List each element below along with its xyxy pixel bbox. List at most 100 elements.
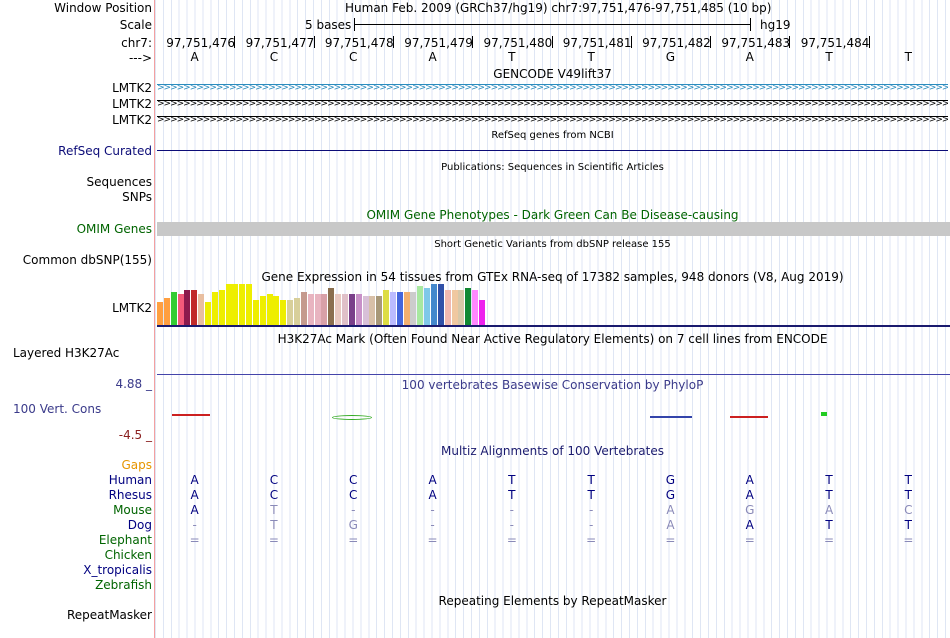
gtex-tissue-bar[interactable] [410, 292, 417, 325]
multiz-base: T [904, 488, 913, 502]
multiz-base: T [825, 488, 833, 502]
multiz-base: - [588, 518, 594, 532]
gtex-tissue-bar[interactable] [211, 292, 218, 325]
multiz-base: A [666, 518, 675, 532]
gtex-tissue-bar[interactable] [239, 284, 246, 325]
gtex-tissue-bar[interactable] [478, 300, 485, 325]
gtex-tissue-bar[interactable] [204, 302, 211, 325]
gtex-tissue-bar[interactable] [314, 294, 321, 325]
label-divider [154, 0, 155, 638]
gtex-tissue-bar[interactable] [170, 292, 177, 325]
multiz-species-label[interactable]: Dog [127, 518, 152, 532]
gtex-tissue-bar[interactable] [417, 286, 424, 325]
multiz-base: = [189, 533, 200, 547]
publications-label-snps[interactable]: SNPs [122, 190, 152, 204]
gtex-tissue-bar[interactable] [431, 284, 437, 325]
dbsnp-label[interactable]: Common dbSNP(155) [22, 253, 152, 267]
gencode-label-3[interactable]: LMTK2 [112, 113, 152, 127]
gtex-tissue-bar[interactable] [355, 294, 362, 325]
publications-label-sequences[interactable]: Sequences [86, 175, 152, 189]
gtex-tissue-bar[interactable] [472, 290, 479, 325]
gtex-tissue-bar[interactable] [218, 290, 225, 325]
multiz-species-label[interactable]: Human [108, 473, 152, 487]
ruler-tick [710, 36, 712, 48]
repeatmasker-label[interactable]: RepeatMasker [66, 608, 152, 622]
multiz-gaps-label[interactable]: Gaps [121, 458, 152, 472]
scale-bar-right-cap [750, 18, 751, 31]
phylop-mark-8 [730, 416, 768, 418]
gtex-tissue-bar[interactable] [321, 294, 328, 325]
gtex-bar-chart[interactable] [157, 284, 557, 325]
gtex-tissue-bar[interactable] [383, 290, 390, 325]
gtex-tissue-bar[interactable] [348, 294, 355, 325]
refseq-track-title: RefSeq genes from NCBI [491, 130, 614, 141]
gtex-tissue-bar[interactable] [396, 292, 403, 325]
gencode-transcript-3[interactable]: >>>>>>>>>>>>>>>>>>>>>>>>>>>>>>>>>>>>>>>>… [157, 116, 948, 124]
gencode-transcript-2[interactable]: >>>>>>>>>>>>>>>>>>>>>>>>>>>>>>>>>>>>>>>>… [157, 100, 948, 108]
gtex-tissue-bar[interactable] [362, 296, 369, 325]
multiz-base: = [744, 533, 755, 547]
ruler-position-label: 97,751,483 [721, 36, 791, 50]
multiz-base: - [351, 503, 356, 517]
gtex-tissue-bar[interactable] [246, 284, 253, 325]
gtex-tissue-bar[interactable] [273, 296, 280, 325]
gtex-tissue-bar[interactable] [266, 294, 273, 325]
gtex-tissue-bar[interactable] [287, 300, 294, 325]
gtex-tissue-bar[interactable] [280, 300, 287, 325]
h3k27ac-label[interactable]: Layered H3K27Ac [13, 346, 120, 360]
gtex-tissue-bar[interactable] [307, 294, 314, 325]
gtex-tissue-bar[interactable] [191, 290, 198, 325]
multiz-species-label[interactable]: Zebrafish [95, 578, 152, 592]
ruler-base: T [825, 50, 833, 64]
gtex-tissue-bar[interactable] [389, 292, 396, 325]
multiz-track-title: Multiz Alignments of 100 Vertebrates [440, 444, 665, 458]
gtex-tissue-bar[interactable] [252, 300, 259, 325]
dbsnp-track-title: Short Genetic Variants from dbSNP releas… [434, 239, 671, 250]
ruler-base: G [665, 50, 676, 64]
multiz-species-label[interactable]: Rhesus [108, 488, 152, 502]
chrom-label: chr7: [121, 36, 152, 50]
gtex-tissue-bar[interactable] [259, 296, 266, 325]
gtex-tissue-bar[interactable] [177, 294, 184, 325]
gtex-tissue-bar[interactable] [437, 284, 444, 325]
ruler-base: C [269, 50, 279, 64]
gtex-gene-line [157, 325, 950, 327]
ruler-base: T [587, 50, 595, 64]
multiz-species-label[interactable]: Chicken [104, 548, 152, 562]
gtex-tissue-bar[interactable] [225, 284, 232, 325]
h3k27ac-baseline [157, 374, 950, 375]
gtex-tissue-bar[interactable] [294, 298, 300, 325]
gtex-tissue-bar[interactable] [232, 284, 239, 325]
refseq-transcript[interactable] [157, 150, 948, 151]
gtex-label[interactable]: LMTK2 [112, 301, 152, 315]
phylop-max: 4.88 _ [115, 377, 152, 391]
refseq-label[interactable]: RefSeq Curated [58, 144, 152, 158]
gtex-tissue-bar[interactable] [184, 290, 191, 325]
gtex-tissue-bar[interactable] [451, 290, 458, 325]
multiz-base: = [348, 533, 359, 547]
gtex-tissue-bar[interactable] [341, 294, 348, 325]
gtex-tissue-bar[interactable] [157, 302, 163, 325]
gtex-tissue-bar[interactable] [198, 294, 205, 325]
gencode-label-2[interactable]: LMTK2 [112, 97, 152, 111]
multiz-species-label[interactable]: Elephant [98, 533, 152, 547]
gtex-tissue-bar[interactable] [335, 294, 342, 325]
gtex-tissue-bar[interactable] [376, 296, 383, 325]
ruler-position-label: 97,751,479 [404, 36, 473, 50]
gencode-transcript-1[interactable]: >>>>>>>>>>>>>>>>>>>>>>>>>>>>>>>>>>>>>>>>… [157, 84, 948, 92]
omim-feature[interactable] [157, 222, 950, 236]
gtex-tissue-bar[interactable] [465, 288, 472, 325]
gtex-tissue-bar[interactable] [163, 298, 170, 325]
gtex-tissue-bar[interactable] [458, 290, 465, 325]
gtex-tissue-bar[interactable] [369, 296, 376, 325]
gtex-tissue-bar[interactable] [444, 290, 451, 325]
gtex-tissue-bar[interactable] [300, 292, 307, 325]
gencode-label-1[interactable]: LMTK2 [112, 81, 152, 95]
multiz-species-label[interactable]: Mouse [113, 503, 152, 517]
omim-label[interactable]: OMIM Genes [76, 222, 152, 236]
phylop-label[interactable]: 100 Vert. Cons [13, 402, 102, 416]
gtex-tissue-bar[interactable] [403, 292, 410, 325]
multiz-species-label[interactable]: X_tropicalis [83, 563, 152, 577]
gtex-tissue-bar[interactable] [328, 288, 335, 325]
gtex-tissue-bar[interactable] [424, 288, 431, 325]
